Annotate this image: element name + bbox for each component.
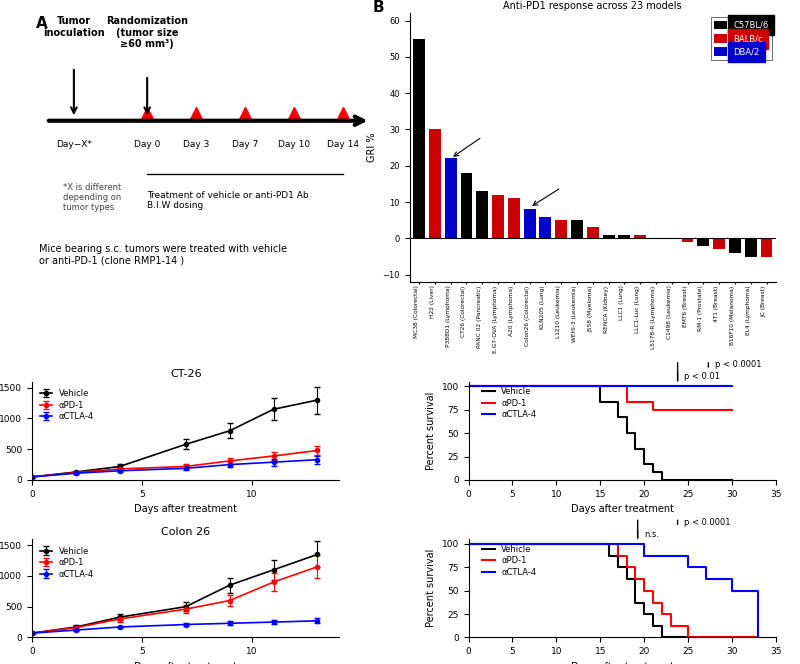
Text: *X is different
depending on
tumor types: *X is different depending on tumor types <box>63 183 122 212</box>
Bar <box>508 199 520 238</box>
Title: Colon 26: Colon 26 <box>161 527 210 537</box>
Bar <box>587 228 598 238</box>
X-axis label: Days after treatment: Days after treatment <box>134 504 238 515</box>
Bar <box>445 159 457 238</box>
Legend: C57BL/6, BALB/c, DBA/2: C57BL/6, BALB/c, DBA/2 <box>710 17 772 60</box>
Bar <box>634 235 646 238</box>
Bar <box>429 129 441 238</box>
Bar <box>714 238 725 249</box>
Legend: Vehicle, αPD-1, αCTLA-4: Vehicle, αPD-1, αCTLA-4 <box>479 541 540 580</box>
Bar <box>524 209 535 238</box>
Bar <box>682 238 694 242</box>
Text: A: A <box>35 16 47 31</box>
Legend: Vehicle, αPD-1, αCTLA-4: Vehicle, αPD-1, αCTLA-4 <box>479 384 540 422</box>
Text: Mice bearing s.c. tumors were treated with vehicle
or anti-PD-1 (clone RMP1-14 ): Mice bearing s.c. tumors were treated wi… <box>39 244 287 266</box>
Bar <box>761 238 773 256</box>
Y-axis label: GRI %: GRI % <box>367 133 377 163</box>
Bar <box>571 220 583 238</box>
Bar <box>461 173 472 238</box>
Bar <box>698 238 710 246</box>
Bar <box>729 238 741 253</box>
Text: Tumor
inoculation: Tumor inoculation <box>43 16 105 38</box>
X-axis label: Days after treatment: Days after treatment <box>570 662 674 664</box>
Bar <box>413 39 425 238</box>
Text: Randomization
(tumor size
≥60 mm³): Randomization (tumor size ≥60 mm³) <box>106 16 188 49</box>
Text: p < 0.0001: p < 0.0001 <box>684 518 730 527</box>
Bar <box>492 195 504 238</box>
Legend: Vehicle, αPD-1, αCTLA-4: Vehicle, αPD-1, αCTLA-4 <box>36 386 97 424</box>
Text: Day 14: Day 14 <box>326 139 358 149</box>
Text: p < 0.0001: p < 0.0001 <box>714 361 761 369</box>
Text: n.s.: n.s. <box>644 530 659 539</box>
Text: B: B <box>373 0 385 15</box>
Text: Day 0: Day 0 <box>134 139 160 149</box>
Text: Day 7: Day 7 <box>232 139 258 149</box>
Text: Day−X*: Day−X* <box>56 139 92 149</box>
Title: CT-26: CT-26 <box>170 369 202 379</box>
Title: Anti-PD1 response across 23 models: Anti-PD1 response across 23 models <box>503 1 682 11</box>
X-axis label: Days after treatment: Days after treatment <box>134 662 238 664</box>
Bar <box>555 220 567 238</box>
Text: Treatment of vehicle or anti-PD1 Ab
B.I.W dosing: Treatment of vehicle or anti-PD1 Ab B.I.… <box>147 191 309 210</box>
Text: Day 3: Day 3 <box>183 139 210 149</box>
Bar <box>539 216 551 238</box>
Bar <box>476 191 488 238</box>
Bar <box>618 235 630 238</box>
Bar <box>745 238 757 256</box>
Y-axis label: Percent survival: Percent survival <box>426 549 436 627</box>
Text: Day 10: Day 10 <box>278 139 310 149</box>
X-axis label: Days after treatment: Days after treatment <box>570 504 674 515</box>
Y-axis label: Percent survival: Percent survival <box>426 392 436 470</box>
Bar <box>602 235 614 238</box>
Text: p < 0.01: p < 0.01 <box>684 372 720 381</box>
Legend: Vehicle, αPD-1, αCTLA-4: Vehicle, αPD-1, αCTLA-4 <box>36 543 97 582</box>
